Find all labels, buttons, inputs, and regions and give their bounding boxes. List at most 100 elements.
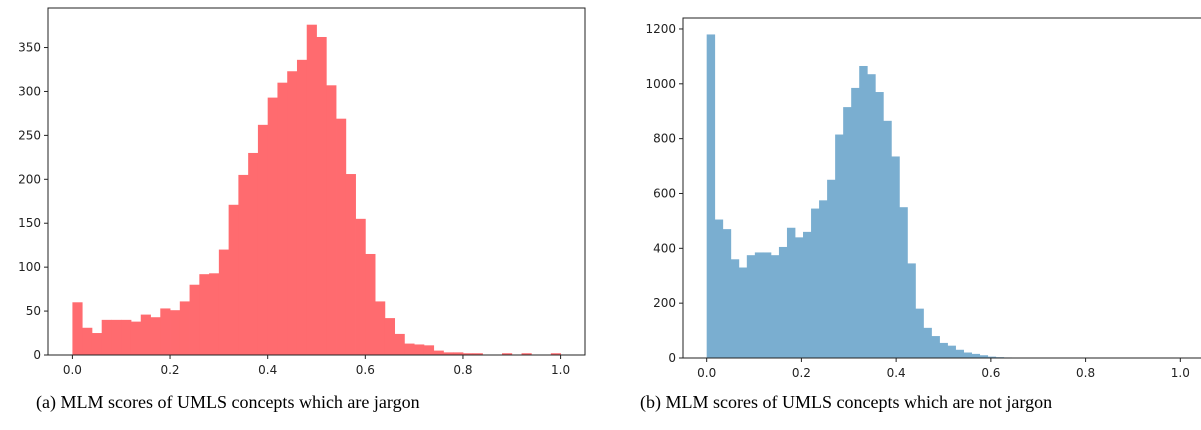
histogram-bar	[971, 353, 981, 358]
x-tick-label: 0.6	[981, 366, 1000, 380]
histogram-bar	[947, 345, 956, 358]
histogram-bar	[907, 263, 916, 358]
histogram-bar	[257, 124, 269, 355]
histogram-bar	[355, 218, 366, 355]
histogram-bar	[365, 253, 376, 355]
plot-frame	[682, 17, 1201, 359]
x-tick-label: 0.4	[258, 363, 277, 377]
histogram-bar	[111, 319, 122, 355]
histogram-bar	[209, 273, 220, 355]
histogram-bar	[851, 87, 860, 358]
histogram-bar	[91, 333, 103, 355]
histogram-bar	[170, 310, 181, 355]
histogram-bar	[267, 97, 278, 355]
histogram-bar	[730, 259, 740, 358]
histogram-bar	[963, 352, 973, 358]
caption-b: (b) MLM scores of UMLS concepts which ar…	[640, 392, 1053, 412]
y-tick-label: 250	[18, 128, 41, 142]
histogram-bar	[394, 333, 405, 355]
histogram-bar	[786, 227, 796, 358]
histogram-bar	[754, 252, 764, 358]
chart-panel-a: 0 50 100 150 200 250 300 350 0.0 0.2 0.4 0.6 0.8 1.0 …	[0, 0, 590, 430]
histogram-bar	[179, 301, 190, 355]
histogram-bar	[987, 356, 997, 358]
x-tick-label: 0.8	[453, 363, 472, 377]
histogram-bar	[218, 249, 230, 355]
x-tick-label: 1.0	[1171, 366, 1190, 380]
histogram-bar	[714, 219, 724, 358]
histogram-bar	[130, 321, 142, 355]
histogram-bar	[883, 120, 892, 359]
histogram-bar	[722, 229, 732, 358]
histogram-bar	[746, 255, 756, 358]
histogram-bar	[462, 353, 474, 355]
histogram-bar	[521, 353, 532, 355]
histogram-bar	[794, 237, 804, 358]
histogram-bar	[189, 284, 200, 355]
histogram-not-jargon: 0 200 400 600 800 1000 1200 0.0 0.2 0.4 0.6 0.8 1.0	[645, 17, 1201, 380]
plot-frame	[47, 7, 586, 356]
histogram-bar	[803, 231, 812, 358]
x-tick-label: 0.8	[1076, 366, 1095, 380]
histogram-bar	[835, 134, 844, 358]
histogram-bar	[82, 327, 93, 355]
histogram-bar	[778, 246, 788, 358]
x-tick-label: 1.0	[551, 363, 570, 377]
histogram-bar	[345, 174, 356, 355]
histogram-bar	[843, 107, 852, 358]
histogram-bar	[414, 344, 425, 355]
caption-a: (a) MLM scores of UMLS concepts which ar…	[36, 392, 420, 412]
histogram-bar	[859, 65, 868, 358]
y-tick-label: 150	[18, 216, 41, 230]
histogram-bar	[899, 207, 908, 358]
histogram-bar	[375, 301, 386, 355]
histogram-bar	[453, 352, 464, 355]
y-tick-label: 400	[653, 241, 676, 255]
histogram-bar	[550, 353, 561, 355]
y-tick-label: 1000	[645, 77, 676, 91]
histogram-bar	[867, 74, 876, 358]
histogram-bar	[316, 36, 327, 356]
histogram-bar	[228, 204, 239, 355]
y-tick-label: 800	[653, 132, 676, 146]
histogram-bar	[140, 314, 151, 355]
y-tick-label: 1200	[645, 22, 676, 36]
histogram-bar	[472, 353, 483, 355]
y-tick-label: 350	[18, 41, 41, 55]
histogram-bar	[160, 308, 171, 355]
histogram-bar	[248, 152, 259, 355]
chart-panel-b: 0 200 400 600 800 1000 1200 0.0 0.2 0.4 0.6 0.8 1.0 …	[600, 0, 1201, 430]
histogram-bar	[923, 327, 932, 358]
histogram-bar	[762, 252, 772, 358]
y-tick-label: 600	[653, 186, 676, 200]
histogram-bar	[811, 208, 820, 358]
histogram-bar	[199, 274, 210, 355]
y-tick-label: 200	[18, 172, 41, 186]
histogram-bar	[939, 342, 948, 358]
histogram-bar	[915, 308, 924, 358]
x-tick-label: 0.2	[792, 366, 811, 380]
histogram-bar	[336, 118, 347, 356]
histogram-bar	[931, 336, 940, 358]
histogram-bar	[121, 319, 132, 355]
y-tick-label: 200	[653, 296, 676, 310]
histogram-bar	[287, 71, 298, 355]
histogram-bar	[404, 343, 415, 355]
histogram-bar	[827, 179, 836, 358]
histogram-bar	[875, 92, 884, 358]
histogram-bar	[738, 267, 748, 358]
histogram-bar	[979, 355, 989, 358]
histogram-bar	[443, 352, 454, 355]
histogram-bar	[306, 24, 317, 356]
x-tick-label: 0.6	[356, 363, 375, 377]
histogram-bar	[101, 319, 112, 355]
histogram-bar	[891, 156, 900, 358]
x-tick-label: 0.2	[160, 363, 179, 377]
histogram-bar	[238, 174, 249, 355]
histogram-bar	[819, 200, 828, 358]
histogram-bar	[277, 82, 288, 355]
x-tick-label: 0.0	[63, 363, 82, 377]
histogram-bar	[72, 302, 83, 355]
histogram-jargon: 0 50 100 150 200 250 300 350 0.0 0.2 0.4 0.6 0.8 1.0	[18, 7, 586, 377]
y-tick-label: 300	[18, 84, 41, 98]
